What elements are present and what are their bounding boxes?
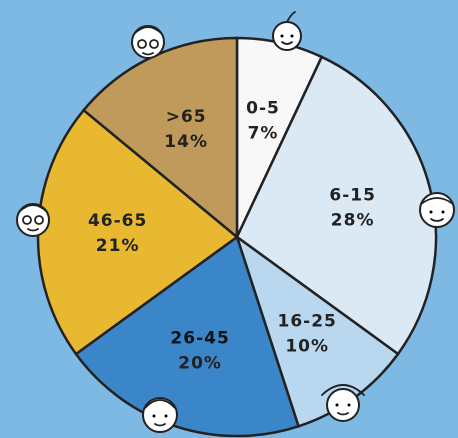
slice-value-label: 20% <box>178 354 222 374</box>
face-icon <box>131 25 165 59</box>
slice-category-label: 46-65 <box>88 211 147 231</box>
slice-value-label: 28% <box>331 210 375 230</box>
slice-category-label: 16-25 <box>277 312 336 332</box>
face-icon <box>272 11 302 51</box>
face-icon <box>142 397 178 433</box>
slice-category-label: 6-15 <box>329 185 376 205</box>
slice-category-label: >65 <box>166 107 207 127</box>
slice-value-label: 14% <box>164 132 208 152</box>
pie-slice <box>74 234 301 438</box>
face-icon <box>419 192 455 228</box>
decorations <box>16 11 455 433</box>
slice-value-label: 21% <box>96 236 140 256</box>
slice-category-label: 0-5 <box>246 98 280 118</box>
face-icon <box>16 203 50 237</box>
face-icon <box>321 384 365 422</box>
slice-value-label: 10% <box>285 337 329 357</box>
pie-slice <box>235 55 438 356</box>
slice-value-label: 7% <box>248 123 279 143</box>
slice-category-label: 26-45 <box>170 329 229 349</box>
